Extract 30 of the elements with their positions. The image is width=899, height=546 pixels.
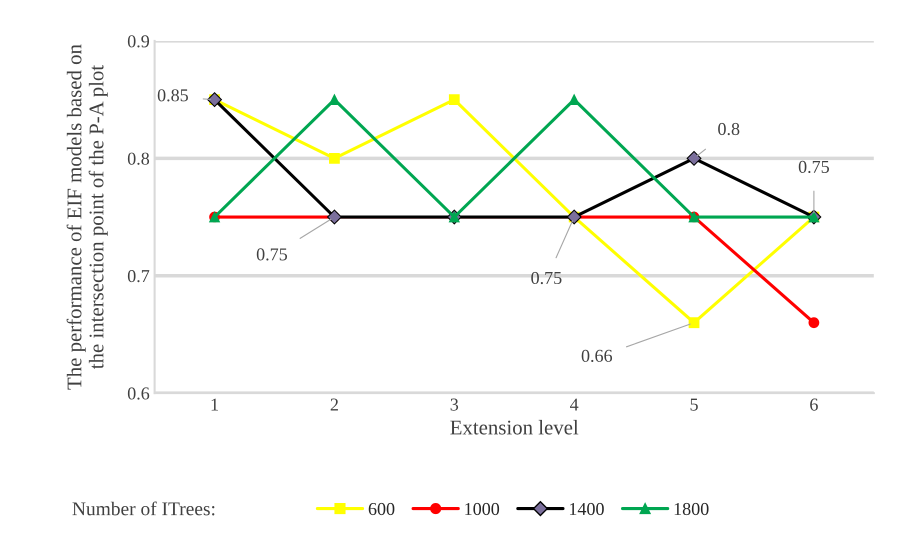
y-tick-label: 0.9 (128, 35, 150, 48)
legend-title: Number of ITrees: (72, 501, 214, 516)
legend-label: 1400 (570, 502, 604, 516)
annotation: 0.75 (798, 160, 829, 174)
point (568, 94, 580, 106)
x-tick-label: 3 (450, 398, 458, 411)
y-tick-label: 0.8 (128, 152, 150, 165)
x-tick-label: 6 (810, 398, 818, 411)
x-axis-title: Extension level (450, 420, 578, 435)
x-tick-label: 2 (330, 398, 338, 411)
annotation: 0.66 (582, 350, 612, 362)
point (808, 317, 820, 328)
point (686, 150, 702, 166)
annotation: 0.75 (531, 272, 562, 284)
annotation: 0.8 (718, 122, 740, 136)
point (329, 152, 340, 164)
x-tick-label: 1 (212, 398, 218, 411)
x-tick-label: 5 (690, 398, 698, 411)
y-tick-label: 0.6 (128, 387, 150, 400)
legend-label: 1000 (465, 502, 500, 516)
legend-label: 1800 (674, 502, 709, 516)
legend-label: 600 (368, 502, 394, 516)
annotation: 0.75 (256, 248, 288, 261)
point (688, 317, 700, 328)
point (448, 94, 460, 106)
annotation: 0.85 (158, 89, 188, 102)
x-tick-label: 4 (570, 398, 578, 411)
y-tick-label: 0.7 (128, 270, 150, 282)
point (329, 94, 340, 106)
y-axis-title: The performance of EIF models based on the intersection point of the P-A plot (66, 44, 108, 390)
